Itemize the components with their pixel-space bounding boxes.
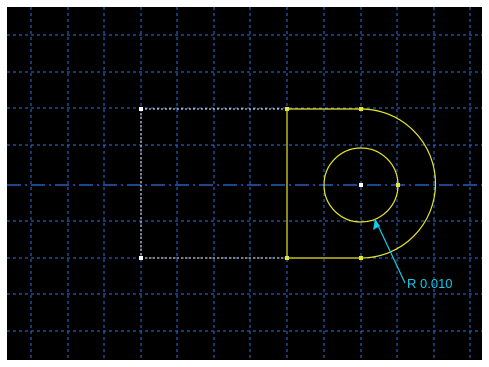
radius-dimension[interactable]: R 0.010 [373, 218, 453, 291]
vertex-dot-icon[interactable] [139, 107, 143, 111]
circle-center-dot-icon[interactable] [359, 183, 363, 187]
sketch-canvas[interactable]: R 0.010 [7, 7, 482, 360]
vertex-dot-icon[interactable] [359, 107, 363, 111]
circle-quadrant-dot-icon[interactable] [396, 183, 400, 187]
vertex-dot-icon[interactable] [139, 256, 143, 260]
vertex-dot-icon[interactable] [359, 256, 363, 260]
profile-outer-arc[interactable] [360, 108, 437, 259]
sketch-profile[interactable] [286, 108, 437, 259]
dimension-label[interactable]: R 0.010 [407, 276, 453, 291]
construction-rectangle[interactable] [140, 108, 287, 259]
dimension-leader-line[interactable] [374, 218, 406, 284]
sketch-svg: R 0.010 [7, 7, 482, 360]
canvas-background [7, 7, 482, 360]
sketch-points [139, 107, 400, 260]
vertex-dot-icon[interactable] [285, 256, 289, 260]
vertex-dot-icon[interactable] [285, 107, 289, 111]
dimension-arrowhead-icon [373, 219, 380, 230]
